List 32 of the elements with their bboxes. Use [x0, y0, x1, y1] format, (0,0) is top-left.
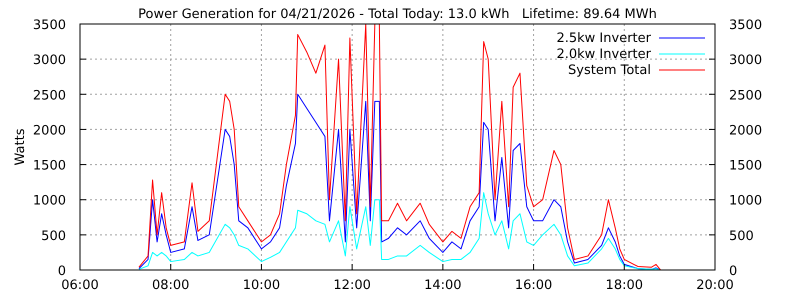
chart-title: Power Generation for 04/21/2026 - Total Today: 13.0 kWh Lifetime: 89.64 MWh: [138, 7, 657, 22]
y2-tick-label: 2500: [729, 88, 762, 104]
y2-tick-label: 500: [729, 228, 754, 244]
x-tick-label: 14:00: [424, 278, 462, 293]
legend-label: 2.5kw Inverter: [556, 31, 652, 46]
x-tick-label: 12:00: [333, 278, 371, 293]
legend-label: 2.0kw Inverter: [556, 47, 652, 62]
line-series: [138, 94, 662, 270]
y2-tick-label: 1500: [729, 158, 762, 174]
y2-tick-label: 3000: [729, 53, 762, 68]
x-tick-label: 18:00: [606, 278, 644, 293]
legend-label: System Total: [568, 63, 651, 78]
x-tick-label: 08:00: [152, 278, 190, 293]
y-tick-label: 1500: [32, 158, 66, 174]
y-tick-label: 2500: [32, 88, 66, 104]
line-series: [138, 24, 662, 270]
y2-tick-label: 1000: [729, 194, 762, 209]
y-tick-label: 3500: [32, 18, 66, 33]
x-tick-label: 06:00: [61, 278, 99, 293]
x-tick-label: 16:00: [514, 278, 552, 293]
x-tick-label: 20:00: [696, 278, 734, 293]
y2-tick-label: 0: [729, 264, 738, 279]
y-tick-label: 500: [41, 228, 66, 244]
y-tick-label: 3000: [32, 53, 66, 68]
y-tick-label: 1000: [32, 194, 66, 209]
y2-tick-label: 2000: [729, 123, 762, 138]
x-tick-label: 10:00: [242, 278, 280, 293]
y-tick-label: 0: [58, 264, 66, 279]
line-series: [138, 192, 662, 270]
y-axis-title: Watts: [13, 128, 28, 166]
y2-tick-label: 3500: [729, 18, 762, 33]
y-tick-label: 2000: [32, 123, 66, 138]
